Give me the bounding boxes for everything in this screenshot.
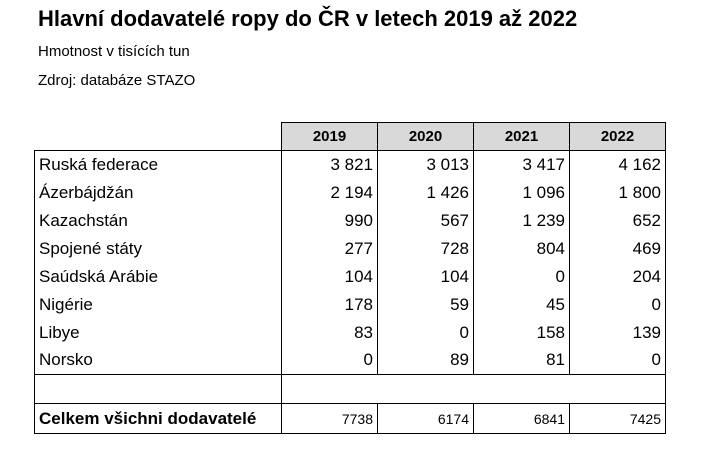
value-cell[interactable]: 104 [377, 262, 474, 291]
value-cell[interactable]: 4 162 [569, 150, 666, 179]
total-value-cell[interactable]: 6174 [377, 403, 474, 434]
value-cell[interactable]: 3 417 [473, 150, 570, 179]
country-cell[interactable]: Ázerbájdžán [34, 178, 282, 207]
table-row: Spojené státy 277 728 804 469 [34, 234, 666, 263]
value-cell[interactable]: 89 [377, 346, 474, 375]
value-cell[interactable]: 0 [569, 346, 666, 375]
subtitle: Hmotnost v tisících tun [38, 43, 190, 60]
country-cell[interactable]: Saúdská Arábie [34, 262, 282, 291]
value-cell[interactable]: 83 [281, 318, 378, 347]
value-cell[interactable]: 469 [569, 234, 666, 263]
oil-suppliers-table: 2019 2020 2021 2022 Ruská federace 3 821… [34, 122, 666, 434]
value-cell[interactable]: 104 [281, 262, 378, 291]
page-title: Hlavní dodavatelé ropy do ČR v letech 20… [38, 6, 578, 31]
source-note: Zdroj: databáze STAZO [38, 72, 196, 89]
value-cell[interactable]: 990 [281, 206, 378, 235]
total-value-cell[interactable]: 7738 [281, 403, 378, 434]
value-cell[interactable]: 45 [473, 290, 570, 319]
column-header-2019[interactable]: 2019 [281, 122, 378, 151]
total-value-cell[interactable]: 7425 [569, 403, 666, 434]
value-cell[interactable]: 1 426 [377, 178, 474, 207]
table-row: Ázerbájdžán 2 194 1 426 1 096 1 800 [34, 178, 666, 207]
table-row: Kazachstán 990 567 1 239 652 [34, 206, 666, 235]
total-value-cell[interactable]: 6841 [473, 403, 570, 434]
total-label[interactable]: Celkem všichni dodavatelé [34, 403, 282, 434]
value-cell[interactable]: 178 [281, 290, 378, 319]
value-cell[interactable]: 567 [377, 206, 474, 235]
country-cell[interactable]: Kazachstán [34, 206, 282, 235]
table-row: Libye 83 0 158 139 [34, 318, 666, 347]
value-cell[interactable]: 0 [377, 318, 474, 347]
column-header-2020[interactable]: 2020 [377, 122, 474, 151]
empty-cell[interactable] [281, 374, 666, 404]
country-cell[interactable]: Nigérie [34, 290, 282, 319]
header-row: 2019 2020 2021 2022 [35, 122, 666, 151]
value-cell[interactable]: 59 [377, 290, 474, 319]
empty-cell[interactable] [34, 374, 282, 404]
header-corner [35, 123, 282, 151]
value-cell[interactable]: 2 194 [281, 178, 378, 207]
table-row: Norsko 0 89 81 0 [34, 346, 666, 375]
value-cell[interactable]: 139 [569, 318, 666, 347]
column-header-2022[interactable]: 2022 [569, 122, 666, 151]
country-cell[interactable]: Spojené státy [34, 234, 282, 263]
country-cell[interactable]: Norsko [34, 346, 282, 375]
table-row: Saúdská Arábie 104 104 0 204 [34, 262, 666, 291]
total-row: Celkem všichni dodavatelé 7738 6174 6841… [34, 403, 666, 434]
value-cell[interactable]: 81 [473, 346, 570, 375]
value-cell[interactable]: 277 [281, 234, 378, 263]
value-cell[interactable]: 1 096 [473, 178, 570, 207]
value-cell[interactable]: 158 [473, 318, 570, 347]
table-row: Nigérie 178 59 45 0 [34, 290, 666, 319]
value-cell[interactable]: 3 821 [281, 150, 378, 179]
value-cell[interactable]: 0 [473, 262, 570, 291]
column-header-2021[interactable]: 2021 [473, 122, 570, 151]
value-cell[interactable]: 1 800 [569, 178, 666, 207]
value-cell[interactable]: 204 [569, 262, 666, 291]
value-cell[interactable]: 728 [377, 234, 474, 263]
value-cell[interactable]: 0 [569, 290, 666, 319]
value-cell[interactable]: 1 239 [473, 206, 570, 235]
value-cell[interactable]: 3 013 [377, 150, 474, 179]
blank-row [34, 374, 666, 404]
table-row: Ruská federace 3 821 3 013 3 417 4 162 [34, 150, 666, 179]
value-cell[interactable]: 652 [569, 206, 666, 235]
value-cell[interactable]: 0 [281, 346, 378, 375]
country-cell[interactable]: Ruská federace [34, 150, 282, 179]
value-cell[interactable]: 804 [473, 234, 570, 263]
country-cell[interactable]: Libye [34, 318, 282, 347]
